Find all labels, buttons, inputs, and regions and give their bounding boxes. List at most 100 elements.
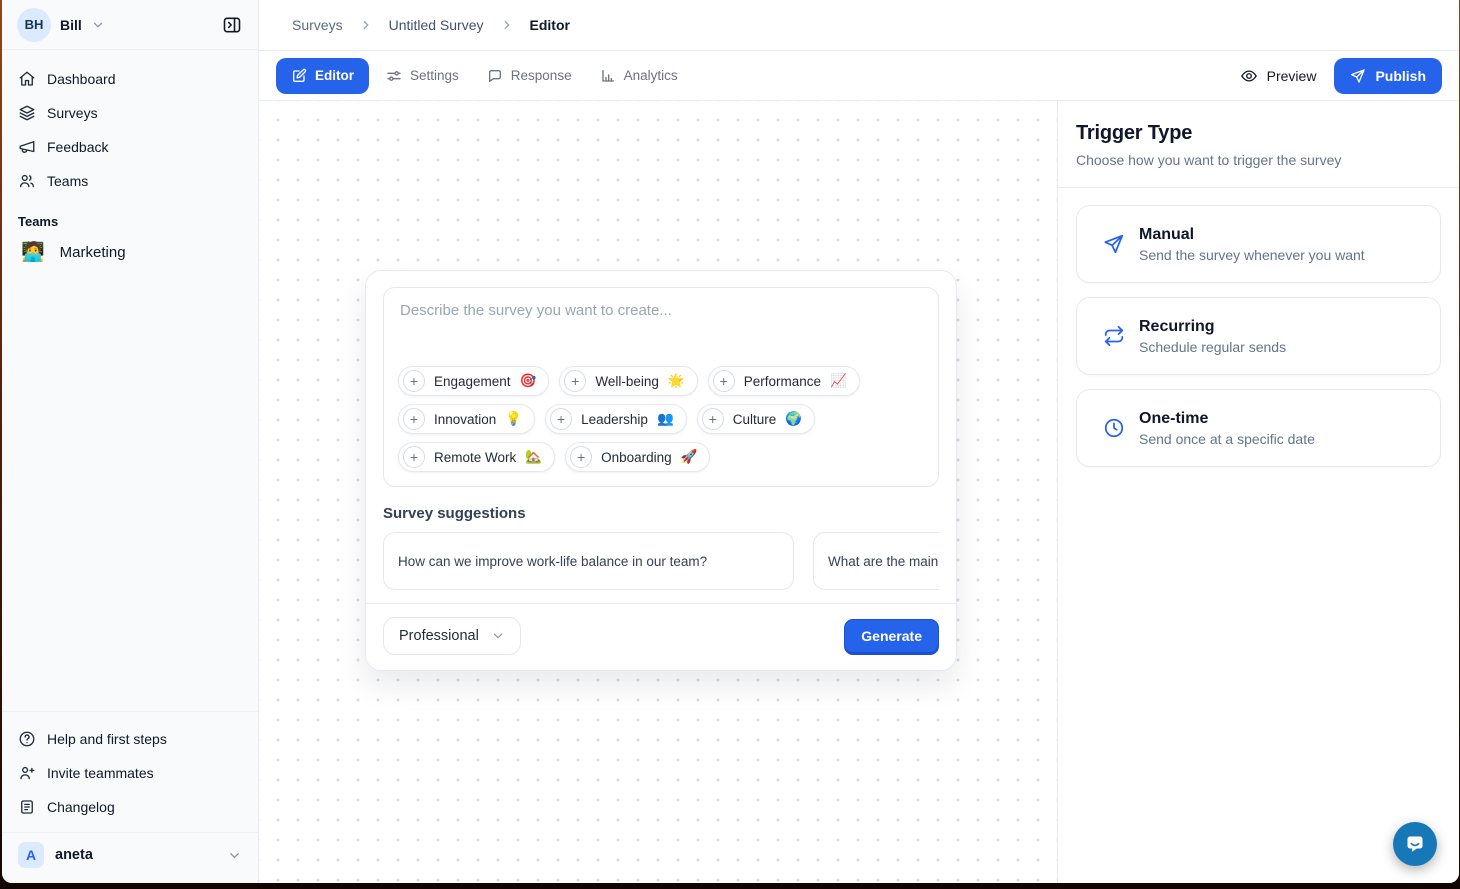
sidebar-item-changelog[interactable]: Changelog [2,790,258,824]
survey-composer-card: + Engagement 🎯 + Well-being 🌟 [365,270,957,671]
trigger-option-one-time[interactable]: One-time Send once at a specific date [1076,389,1441,467]
megaphone-icon [18,138,36,156]
tone-select[interactable]: Professional [383,617,521,655]
speech-bubble-icon [487,68,503,84]
tag-leadership[interactable]: + Leadership 👥 [545,404,687,434]
collapse-sidebar-icon [222,15,242,35]
tag-onboarding[interactable]: + Onboarding 🚀 [565,442,711,472]
tag-innovation[interactable]: + Innovation 💡 [398,404,536,434]
panel-title: Trigger Type [1076,122,1193,144]
composer-footer: Professional Generate [366,603,956,670]
tab-response[interactable]: Response [476,58,583,94]
workspace-switcher[interactable]: BH Bill [17,7,105,42]
edit-icon [291,68,307,84]
generate-button[interactable]: Generate [844,619,939,653]
tab-analytics[interactable]: Analytics [589,58,689,94]
tag-emoji: 🎯 [519,373,537,388]
tag-label: Innovation [434,411,497,427]
collapse-sidebar-button[interactable] [218,11,246,39]
trigger-option-list: Manual Send the survey whenever you want… [1058,188,1459,484]
sidebar: BH Bill Dashboard [2,0,259,883]
paper-plane-icon [1103,233,1125,255]
sidebar-item-label: Changelog [47,799,115,815]
bar-chart-icon [600,68,616,84]
main-column: Surveys Untitled Survey Editor Editor [259,0,1459,883]
publish-button[interactable]: Publish [1334,57,1442,94]
plus-icon: + [712,370,735,392]
chevron-down-icon [227,848,242,863]
sidebar-item-feedback[interactable]: Feedback [2,130,258,164]
workspace-avatar: BH [17,7,51,42]
tag-engagement[interactable]: + Engagement 🎯 [398,366,550,396]
sidebar-item-label: Dashboard [47,71,116,87]
repeat-icon [1103,325,1125,347]
tab-editor[interactable]: Editor [276,57,369,94]
survey-suggestions-row: How can we improve work-life balance in … [383,532,939,590]
tag-label: Culture [732,411,777,427]
home-icon [18,70,36,88]
tag-emoji: 🏡 [525,449,543,464]
tag-emoji: 🚀 [680,449,698,464]
breadcrumb-current-editor: Editor [529,17,570,33]
chevron-down-icon [91,18,105,32]
suggestion-card[interactable]: What are the main ob [813,532,939,590]
plus-icon: + [701,408,724,430]
trigger-option-title: Manual [1139,225,1195,243]
sidebar-item-label: Surveys [47,105,98,121]
sidebar-item-surveys[interactable]: Surveys [2,96,258,130]
panel-subtitle: Choose how you want to trigger the surve… [1076,152,1342,168]
teams-section-label: Teams [18,214,59,229]
tag-label: Onboarding [601,449,672,465]
tag-label: Well-being [595,373,659,389]
preview-label: Preview [1266,67,1317,84]
trigger-option-recurring[interactable]: Recurring Schedule regular sends [1076,297,1441,375]
tab-settings[interactable]: Settings [375,58,470,94]
sidebar-item-label: Invite teammates [47,765,154,781]
sidebar-item-invite[interactable]: Invite teammates [2,756,258,790]
tone-selected-value: Professional [399,628,479,644]
trigger-option-title: One-time [1139,409,1209,427]
tag-label: Performance [743,373,822,389]
tab-label: Editor [315,68,354,83]
plus-icon: + [403,408,425,430]
sidebar-header: BH Bill [2,0,258,50]
layers-icon [18,104,36,122]
suggestion-card[interactable]: How can we improve work-life balance in … [383,532,794,590]
tag-performance[interactable]: + Performance 📈 [707,366,860,396]
sidebar-spacer [2,271,258,711]
user-menu[interactable]: A aneta [2,832,258,879]
tag-emoji: 👥 [656,411,674,426]
team-name-label: Marketing [59,243,126,261]
chat-launcher-button[interactable] [1393,822,1437,866]
user-plus-icon [18,764,36,782]
trigger-panel-header: Trigger Type Choose how you want to trig… [1058,101,1459,188]
sliders-icon [386,68,402,84]
survey-description-input[interactable] [384,288,938,366]
survey-suggestions-title: Survey suggestions [383,505,526,522]
tab-label: Settings [410,68,459,83]
help-circle-icon [18,730,36,748]
trigger-option-manual[interactable]: Manual Send the survey whenever you want [1076,205,1441,283]
tag-remote-work[interactable]: + Remote Work 🏡 [398,442,556,472]
tag-well-being[interactable]: + Well-being 🌟 [559,366,698,396]
sidebar-item-help[interactable]: Help and first steps [2,722,258,756]
preview-button[interactable]: Preview [1240,67,1317,85]
tag-label: Leadership [581,411,648,427]
trigger-option-description: Send once at a specific date [1139,430,1315,447]
sidebar-item-dashboard[interactable]: Dashboard [2,62,258,96]
sidebar-nav: Dashboard Surveys Feedback [2,50,258,198]
tag-label: Remote Work [434,449,517,465]
sidebar-item-teams[interactable]: Teams [2,164,258,198]
sidebar-item-team-marketing[interactable]: 🧑‍💻 Marketing [2,233,258,271]
tag-emoji: 🌟 [667,373,685,388]
tag-culture[interactable]: + Culture 🌍 [696,404,816,434]
paper-plane-icon [1350,68,1366,84]
chevron-down-icon [491,629,505,643]
breadcrumb-untitled-survey[interactable]: Untitled Survey [388,17,484,33]
breadcrumb-surveys[interactable]: Surveys [292,17,343,33]
tag-label: Engagement [434,373,511,389]
chevron-right-icon [500,18,514,32]
prompt-box: + Engagement 🎯 + Well-being 🌟 [383,287,939,487]
